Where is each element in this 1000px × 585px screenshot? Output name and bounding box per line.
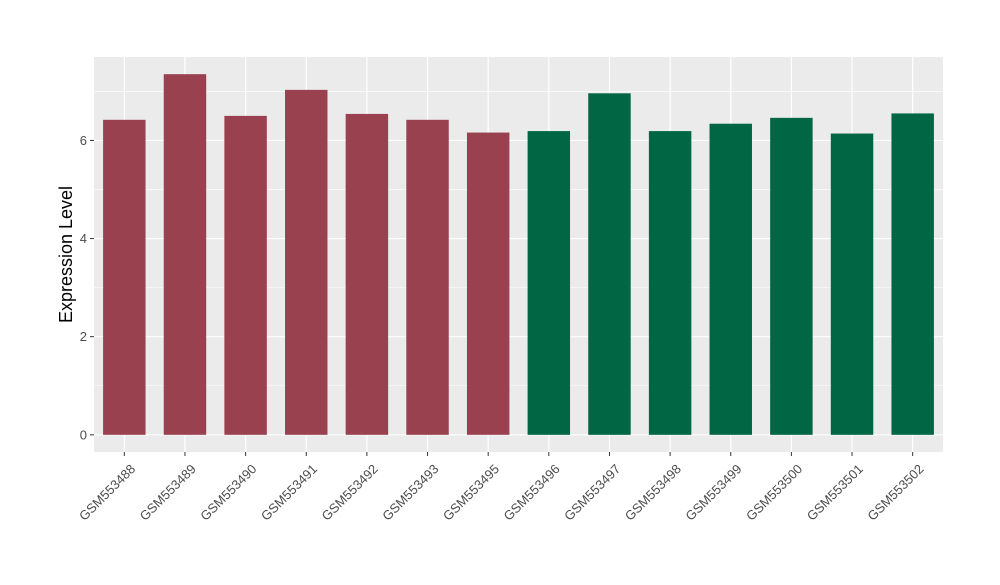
- bar-gsm553498: [648, 131, 692, 435]
- y-tick-label: 6: [80, 133, 87, 148]
- bar-gsm553502: [891, 113, 934, 435]
- x-tick-label: GSM553498: [622, 461, 684, 523]
- bar-gsm553489: [163, 74, 207, 435]
- x-tick-label: GSM553501: [804, 461, 866, 523]
- y-tick-label: 0: [80, 427, 87, 442]
- bar-gsm553491: [285, 89, 328, 435]
- bar-gsm553495: [466, 132, 510, 435]
- bar-gsm553497: [588, 93, 631, 435]
- x-tick-label: GSM553492: [319, 461, 381, 523]
- x-tick-label: GSM553491: [258, 461, 320, 523]
- x-tick-label: GSM553489: [137, 461, 199, 523]
- bar-gsm553493: [406, 119, 449, 435]
- y-tick-label: 4: [80, 231, 87, 246]
- bar-gsm553492: [345, 113, 389, 435]
- x-tick-label: GSM553490: [197, 461, 259, 523]
- bar-gsm553496: [527, 131, 571, 435]
- y-axis-title: Expression Level: [56, 186, 76, 323]
- x-tick-label: GSM553497: [561, 461, 623, 523]
- bar-gsm553500: [770, 117, 813, 435]
- x-tick-label: GSM553500: [743, 461, 805, 523]
- x-tick-label: GSM553488: [76, 461, 138, 523]
- bar-gsm553488: [103, 119, 146, 435]
- x-tick-label: GSM553493: [379, 461, 441, 523]
- x-tick-label: GSM553496: [501, 461, 563, 523]
- bar-gsm553490: [224, 115, 267, 435]
- bar-gsm553499: [709, 123, 752, 435]
- x-axis: GSM553488GSM553489GSM553490GSM553491GSM5…: [76, 452, 927, 524]
- x-tick-label: GSM553502: [864, 461, 926, 523]
- bar-gsm553501: [830, 133, 874, 435]
- x-tick-label: GSM553499: [682, 461, 744, 523]
- x-tick-label: GSM553495: [440, 461, 502, 523]
- y-axis: 0 2 4 6: [80, 133, 94, 442]
- bars: [103, 74, 934, 435]
- plot-panel: [94, 57, 943, 452]
- y-tick-label: 2: [80, 329, 87, 344]
